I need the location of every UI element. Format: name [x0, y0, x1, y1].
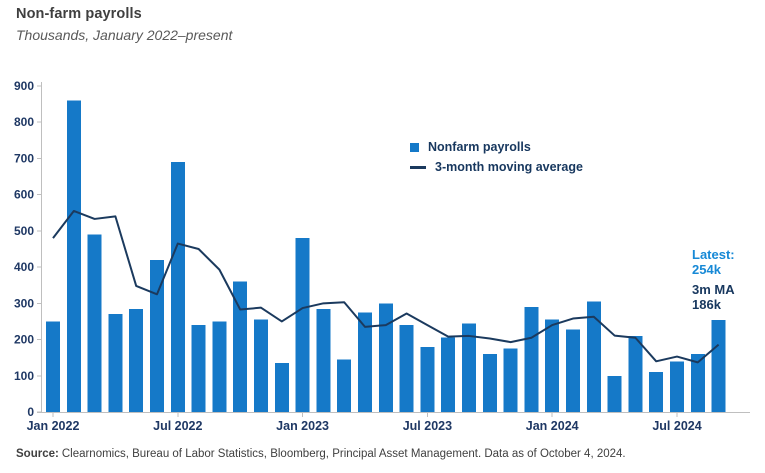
bar-apr-2024: [607, 375, 622, 412]
bar-sep-2022: [212, 321, 227, 412]
bar-mar-2024: [586, 301, 601, 412]
y-tick-label: 500: [14, 224, 34, 238]
chart-legend: Nonfarm payrolls 3-month moving average: [410, 140, 583, 174]
bar-may-2024: [628, 335, 643, 412]
x-tick-label: Jan 2024: [526, 419, 579, 433]
bar-jul-2024: [670, 361, 684, 412]
bar-jun-2024: [649, 372, 664, 412]
x-tick-label: Jan 2023: [276, 419, 329, 433]
x-tick-label: Jul 2023: [403, 419, 452, 433]
source-note: Source: Clearnomics, Bureau of Labor Stat…: [16, 448, 756, 460]
bar-jul-2023: [420, 346, 435, 412]
y-tick-label: 200: [14, 333, 34, 347]
bar-feb-2022: [66, 100, 81, 412]
bar-apr-2023: [358, 312, 372, 412]
bar-may-2022: [129, 308, 144, 412]
source-text: Clearnomics, Bureau of Labor Statistics,…: [61, 448, 626, 460]
latest-annotation: Latest: 254k 3m MA 186k: [692, 247, 735, 312]
bar-nov-2023: [503, 348, 518, 412]
bar-jan-2024: [545, 319, 560, 412]
legend-item-ma: 3-month moving average: [410, 160, 583, 174]
moving-average-line: [52, 209, 720, 364]
latest-label: Latest:: [692, 247, 735, 262]
bar-mar-2022: [87, 234, 102, 412]
legend-item-bars: Nonfarm payrolls: [410, 140, 583, 154]
legend-label-bars: Nonfarm payrolls: [428, 140, 531, 154]
latest-value: 254k: [692, 262, 721, 277]
y-tick-label: 100: [14, 369, 34, 383]
bar-aug-2022: [191, 325, 206, 412]
ma-value: 186k: [692, 297, 721, 312]
source-label: Source:: [16, 448, 59, 460]
bar-dec-2022: [274, 363, 289, 412]
bar-jun-2022: [150, 259, 164, 412]
bar-feb-2024: [566, 329, 580, 412]
ma-label: 3m MA: [692, 282, 735, 297]
bar-jun-2023: [399, 325, 414, 412]
x-tick-label: Jul 2022: [153, 419, 202, 433]
y-tick-label: 600: [14, 188, 34, 202]
y-tick-label: 0: [27, 405, 34, 419]
bar-jul-2022: [170, 162, 185, 412]
bar-jan-2022: [46, 321, 60, 412]
y-tick-label: 800: [14, 115, 34, 129]
chart-subtitle: Thousands, January 2022–present: [16, 27, 233, 43]
x-tick-label: Jan 2022: [27, 419, 80, 433]
bar-sep-2023: [462, 323, 476, 412]
bar-may-2023: [378, 303, 393, 412]
bar-aug-2024: [690, 354, 705, 412]
bar-oct-2022: [233, 281, 248, 412]
bar-feb-2023: [316, 308, 331, 412]
bar-oct-2023: [482, 354, 497, 412]
legend-label-ma: 3-month moving average: [435, 160, 583, 174]
bar-aug-2023: [441, 337, 456, 412]
x-tick-label: Jul 2024: [652, 419, 701, 433]
bar-swatch-icon: [410, 142, 419, 152]
bar-nov-2022: [254, 319, 268, 412]
bar-sep-2024: [711, 319, 726, 412]
y-tick-label: 400: [14, 260, 34, 274]
y-tick-label: 900: [14, 79, 34, 93]
bar-apr-2022: [108, 314, 123, 412]
bar-dec-2023: [524, 306, 539, 412]
bar-jan-2023: [295, 238, 310, 412]
bar-mar-2023: [337, 359, 352, 412]
y-tick-label: 700: [14, 151, 34, 165]
chart-title: Non-farm payrolls: [16, 6, 142, 22]
y-tick-label: 300: [14, 296, 34, 310]
line-swatch-icon: [410, 165, 426, 169]
